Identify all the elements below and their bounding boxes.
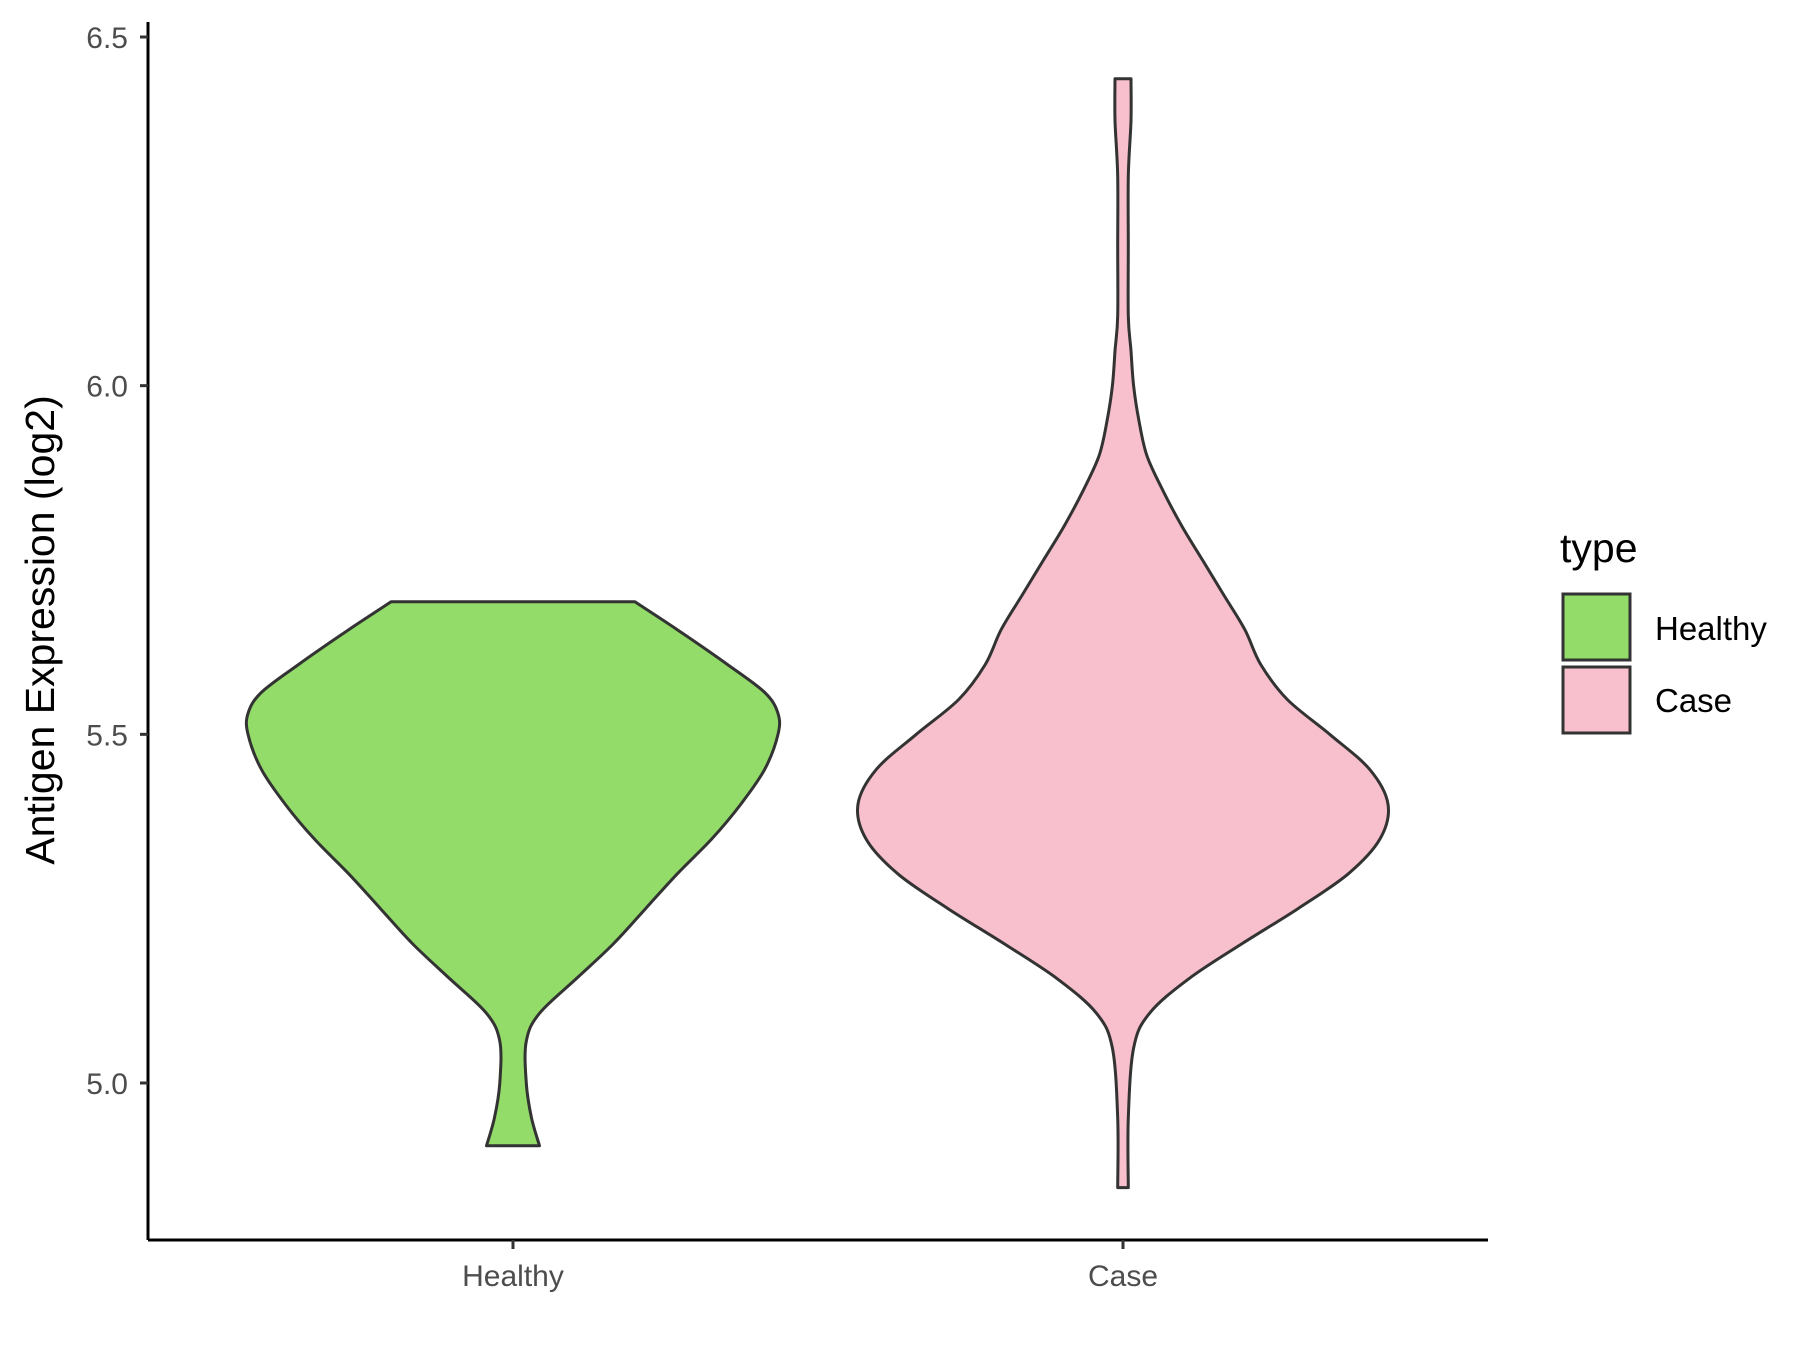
y-tick-label: 6.5 bbox=[86, 22, 128, 55]
legend-key-healthy bbox=[1561, 592, 1632, 662]
violin-layer bbox=[244, 77, 1390, 1190]
legend-title: type bbox=[1560, 525, 1638, 571]
violin-case bbox=[856, 77, 1390, 1190]
y-tick-label: 6.0 bbox=[86, 371, 128, 404]
y-tick-label: 5.0 bbox=[86, 1068, 128, 1101]
legend-label-case: Case bbox=[1655, 682, 1732, 719]
legend: type Healthy Case bbox=[1560, 525, 1767, 735]
x-axis-ticks: Healthy Case bbox=[462, 1240, 1158, 1293]
legend-label-healthy: Healthy bbox=[1655, 610, 1767, 647]
y-axis-title: Antigen Expression (log2) bbox=[17, 395, 63, 864]
y-axis-ticks: 5.0 5.5 6.0 6.5 bbox=[86, 22, 148, 1101]
violin-healthy bbox=[244, 600, 782, 1148]
x-tick-label: Case bbox=[1088, 1260, 1158, 1293]
legend-key-case bbox=[1561, 665, 1632, 735]
y-tick-label: 5.5 bbox=[86, 719, 128, 752]
x-tick-label: Healthy bbox=[462, 1260, 564, 1293]
